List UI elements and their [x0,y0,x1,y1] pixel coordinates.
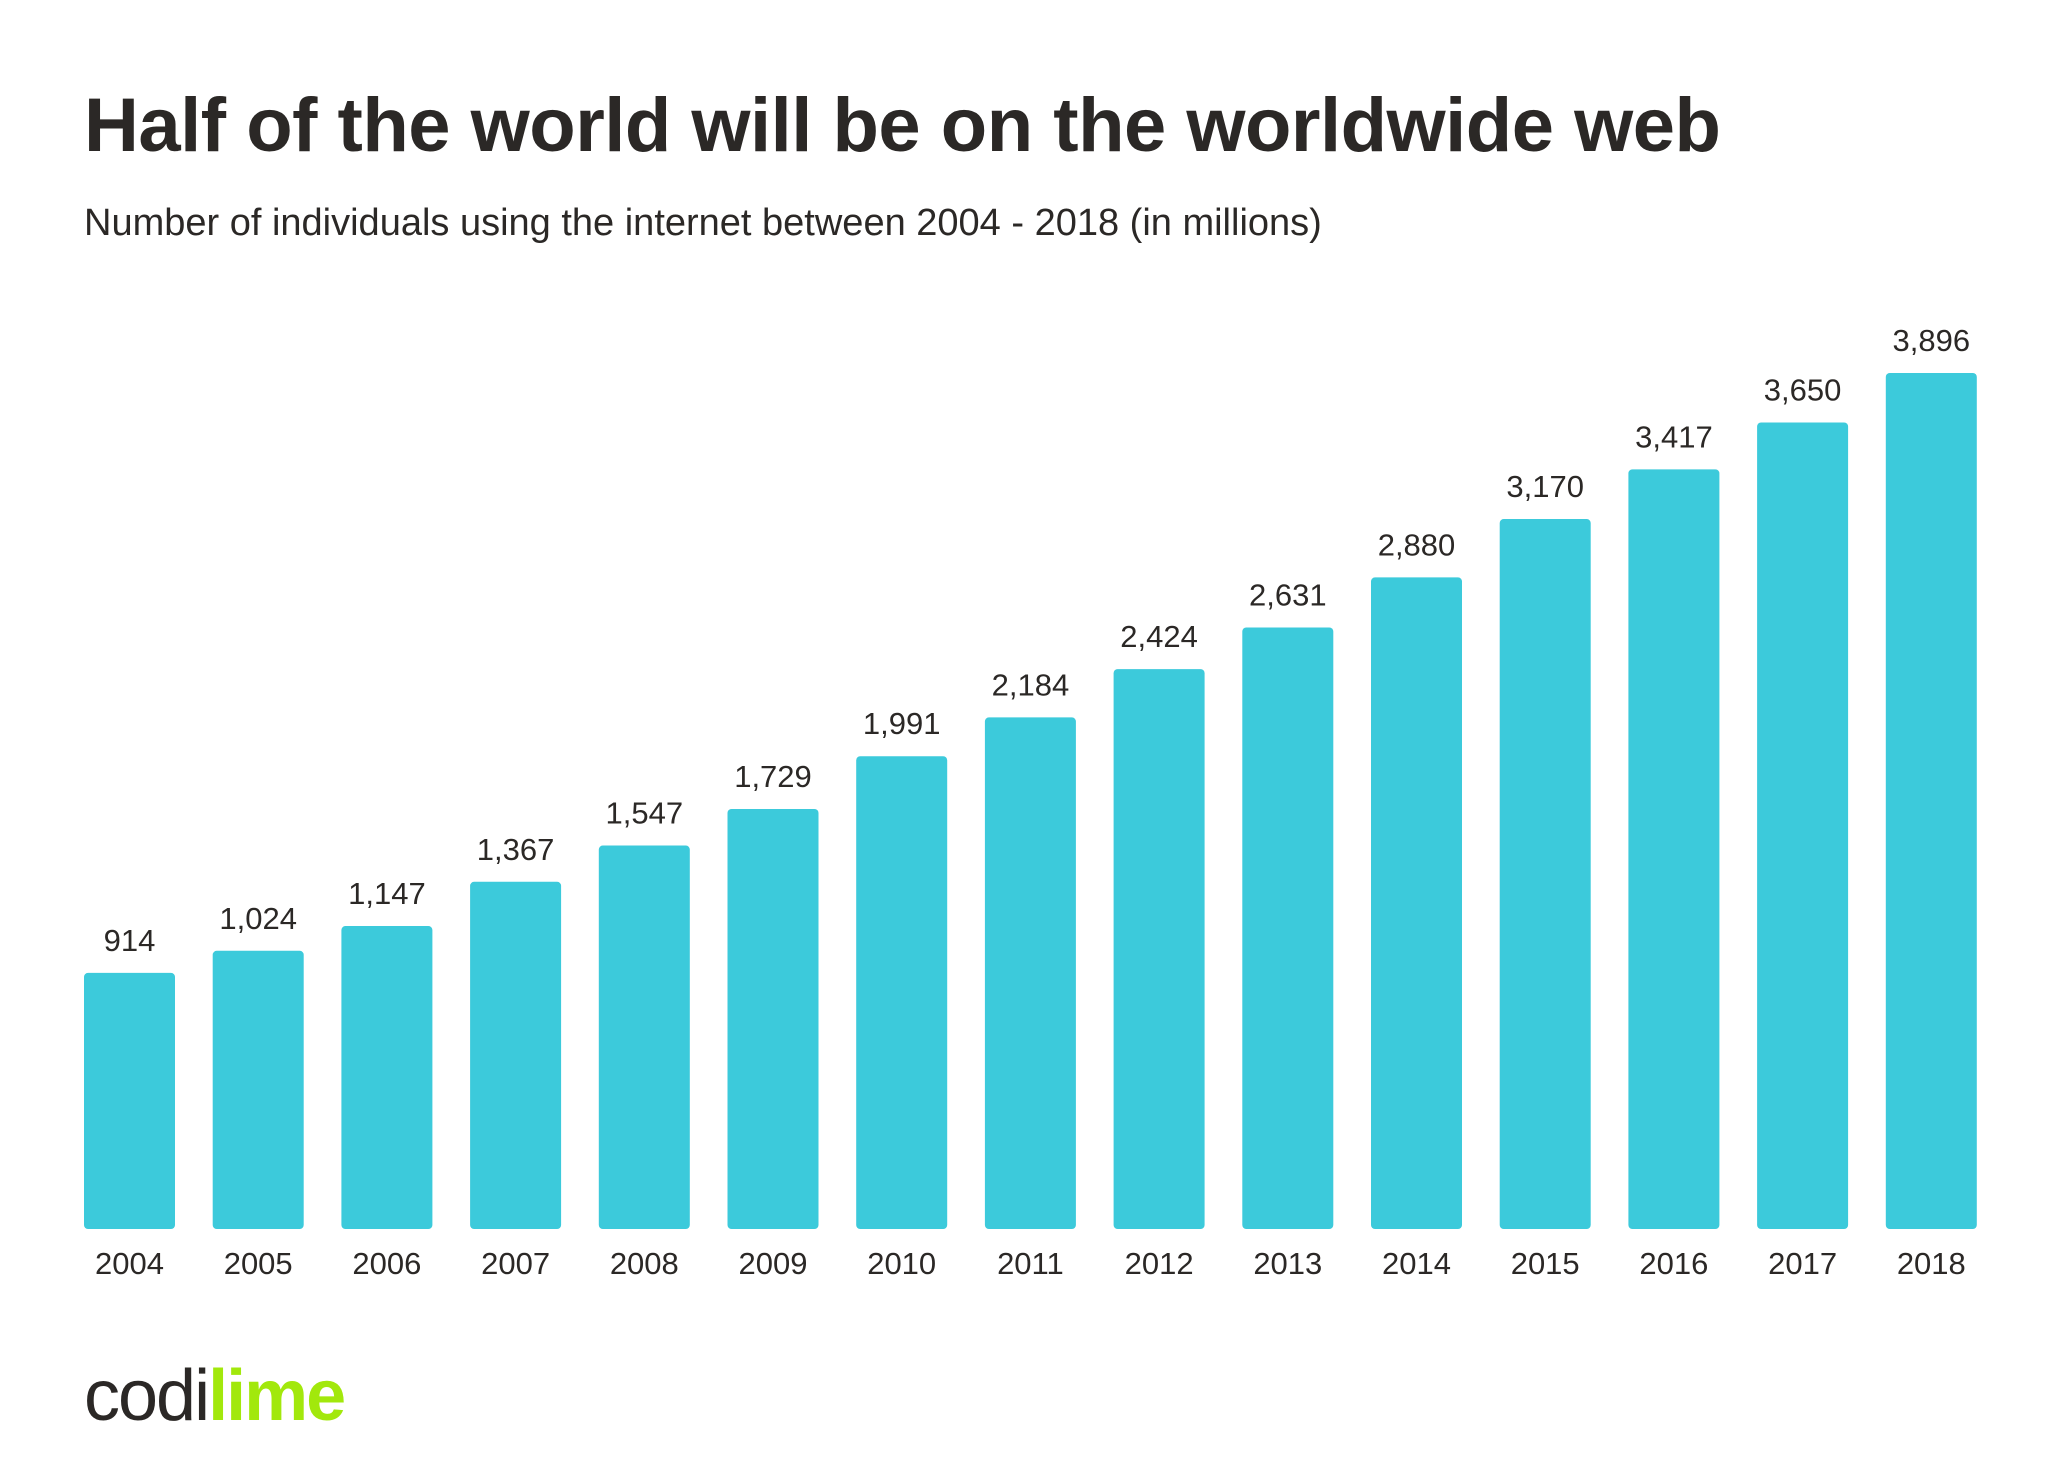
value-label: 1,729 [734,759,812,794]
value-label: 3,896 [1893,323,1971,358]
value-label: 2,631 [1249,577,1327,612]
value-label: 3,170 [1506,469,1584,504]
logo-codi: codi [84,1356,210,1436]
bar-2007 [470,881,562,1229]
codilime-logo: codilime [84,1355,346,1437]
bar-2015 [1499,519,1591,1229]
bar-2005 [212,950,304,1229]
x-tick-label: 2013 [1253,1246,1322,1281]
x-tick-label: 2015 [1511,1246,1580,1281]
bar-2013 [1242,627,1334,1229]
value-label: 3,417 [1635,419,1713,454]
x-tick-label: 2005 [224,1246,293,1281]
x-tick-label: 2017 [1768,1246,1837,1281]
bar-2017 [1757,422,1849,1229]
bar-2014 [1371,577,1462,1229]
bar-2012 [1113,669,1205,1229]
x-tick-label: 2006 [352,1246,421,1281]
bar-2009 [727,808,819,1229]
value-label: 1,367 [477,832,555,867]
value-label: 3,650 [1764,372,1842,407]
bar-2018 [1885,373,1977,1229]
value-label: 914 [104,923,156,958]
value-label: 1,547 [606,796,684,831]
value-label: 2,880 [1378,527,1456,562]
value-label: 1,024 [219,901,297,936]
x-tick-label: 2007 [481,1246,550,1281]
x-tick-label: 2009 [739,1246,808,1281]
x-tick-label: 2008 [610,1246,679,1281]
chart-subtitle: Number of individuals using the internet… [84,202,1322,244]
value-label: 1,147 [348,876,426,911]
x-tick-label: 2012 [1125,1246,1194,1281]
x-tick-label: 2014 [1382,1246,1451,1281]
value-label: 2,424 [1120,619,1198,654]
bar-2016 [1628,469,1720,1229]
x-tick-label: 2011 [997,1246,1064,1281]
value-label: 2,184 [992,667,1070,702]
x-tick-label: 2010 [867,1246,936,1281]
x-tick-label: 2004 [95,1246,164,1281]
value-label: 1,991 [863,706,941,741]
x-tick-label: 2018 [1897,1246,1966,1281]
logo-lime: lime [208,1356,346,1436]
bar-2010 [856,756,948,1229]
chart-title: Half of the world will be on the worldwi… [84,83,1721,168]
x-tick-label: 2016 [1639,1246,1708,1281]
bar-2004 [84,972,175,1229]
bar-2008 [598,845,690,1229]
bar-2006 [341,926,433,1229]
bar-2011 [984,717,1076,1229]
